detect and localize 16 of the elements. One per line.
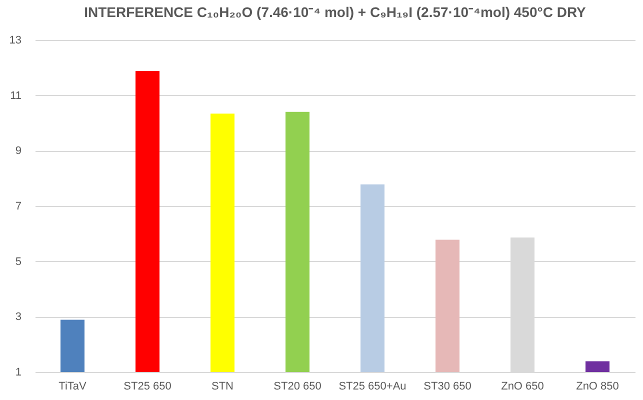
y-tick-label: 3	[15, 311, 22, 324]
x-tick-label: STN	[212, 380, 234, 392]
y-tick-label: 13	[9, 34, 22, 46]
x-tick-label: ST25 650+Au	[338, 380, 406, 392]
y-tick-label: 11	[10, 90, 22, 102]
chart-title: INTERFERENCE C₁₀H₂₀O (7.46·10⁻⁴ mol) + C₉H₁₉I (2.57·10⁻⁴mol) 450°C DRY	[84, 4, 587, 20]
y-tick-label: 9	[15, 145, 22, 158]
x-tick-label: ZnO 850	[576, 380, 619, 392]
y-tick-label: 5	[15, 256, 22, 268]
x-tick-label: ZnO 650	[501, 380, 544, 392]
y-tick-label: 7	[15, 200, 22, 212]
y-tick-label: 1	[15, 366, 22, 378]
x-tick-label: TiTaV	[58, 380, 88, 392]
x-tick-label: ST25 650	[124, 380, 172, 392]
x-tick-label: ST20 650	[274, 380, 322, 392]
x-tick-label: ST30 650	[424, 380, 472, 392]
